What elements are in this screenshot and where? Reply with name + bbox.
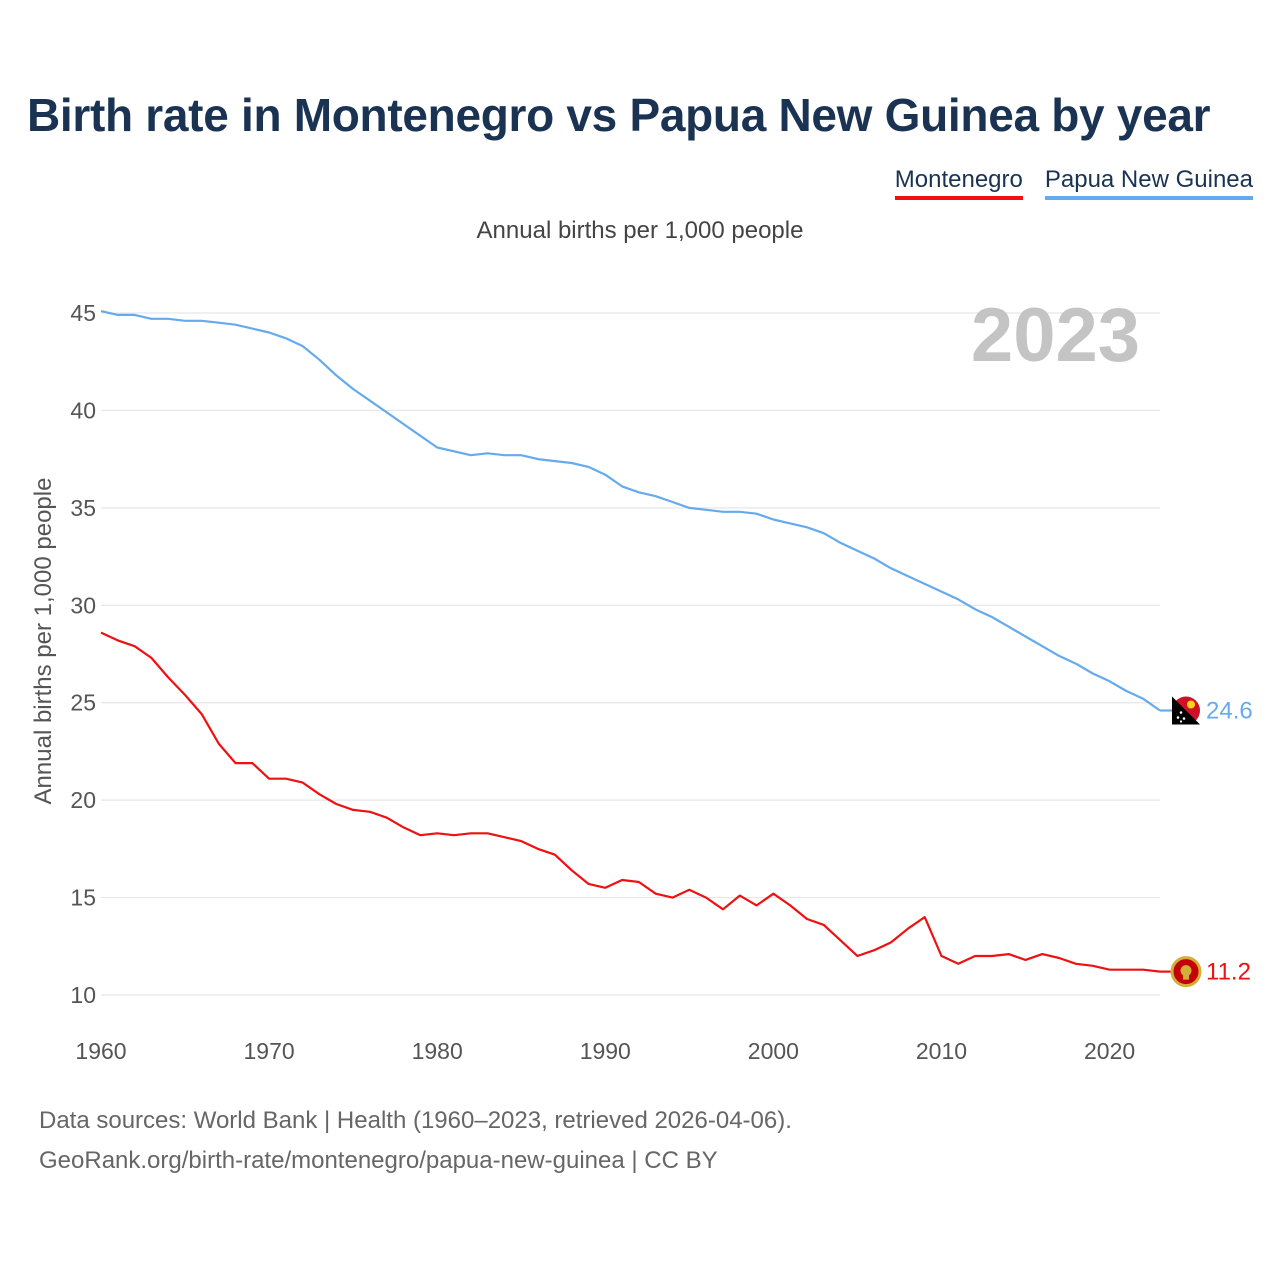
y-tick-label-30: 30	[70, 592, 96, 618]
x-axis-ticks: 1960 1970 1980 1990 2000 2010 2020	[75, 1038, 1135, 1064]
y-axis-ticks: 10 15 20 25 30 35 40 45	[70, 300, 96, 1008]
x-tick-label-1960: 1960	[75, 1038, 126, 1064]
series-line-papua-new-guinea	[100, 310, 1161, 712]
year-label: 2023	[971, 293, 1140, 378]
y-tick-label-10: 10	[70, 982, 96, 1008]
y-tick-label-40: 40	[70, 397, 96, 423]
chart-subtitle: Annual births per 1,000 people	[476, 217, 804, 244]
y-tick-label-25: 25	[70, 690, 96, 716]
flag-icon-montenegro	[1170, 956, 1202, 988]
y-tick-label-45: 45	[70, 300, 96, 326]
x-tick-label-1970: 1970	[244, 1038, 295, 1064]
legend: Montenegro Papua New Guinea	[894, 166, 1253, 200]
flag-icon-papua-new-guinea	[1172, 696, 1200, 725]
y-tick-label-35: 35	[70, 495, 96, 521]
x-tick-label-1980: 1980	[412, 1038, 463, 1064]
end-label-montenegro: 11.2	[1206, 959, 1251, 986]
end-label-papua-new-guinea: 24.6	[1206, 698, 1253, 725]
x-tick-label-1990: 1990	[580, 1038, 631, 1064]
footer-url: GeoRank.org/birth-rate/montenegro/papua-…	[39, 1147, 718, 1174]
legend-item-montenegro[interactable]: Montenegro	[894, 166, 1023, 200]
series-line-montenegro	[100, 631, 1161, 973]
footer-source: Data sources: World Bank | Health (1960–…	[39, 1107, 792, 1134]
y-axis-title: Annual births per 1,000 people	[30, 478, 57, 805]
legend-item-papua-new-guinea[interactable]: Papua New Guinea	[1044, 166, 1253, 200]
x-tick-label-2010: 2010	[916, 1038, 967, 1064]
chart-title: Birth rate in Montenegro vs Papua New Gu…	[27, 89, 1211, 141]
series-lines	[100, 310, 1161, 973]
gridlines	[101, 312, 1160, 996]
y-tick-label-15: 15	[70, 885, 96, 911]
x-tick-label-2000: 2000	[748, 1038, 799, 1064]
x-tick-label-2020: 2020	[1084, 1038, 1135, 1064]
end-markers: 11.2 24.6	[1160, 696, 1253, 988]
y-tick-label-20: 20	[70, 787, 96, 813]
